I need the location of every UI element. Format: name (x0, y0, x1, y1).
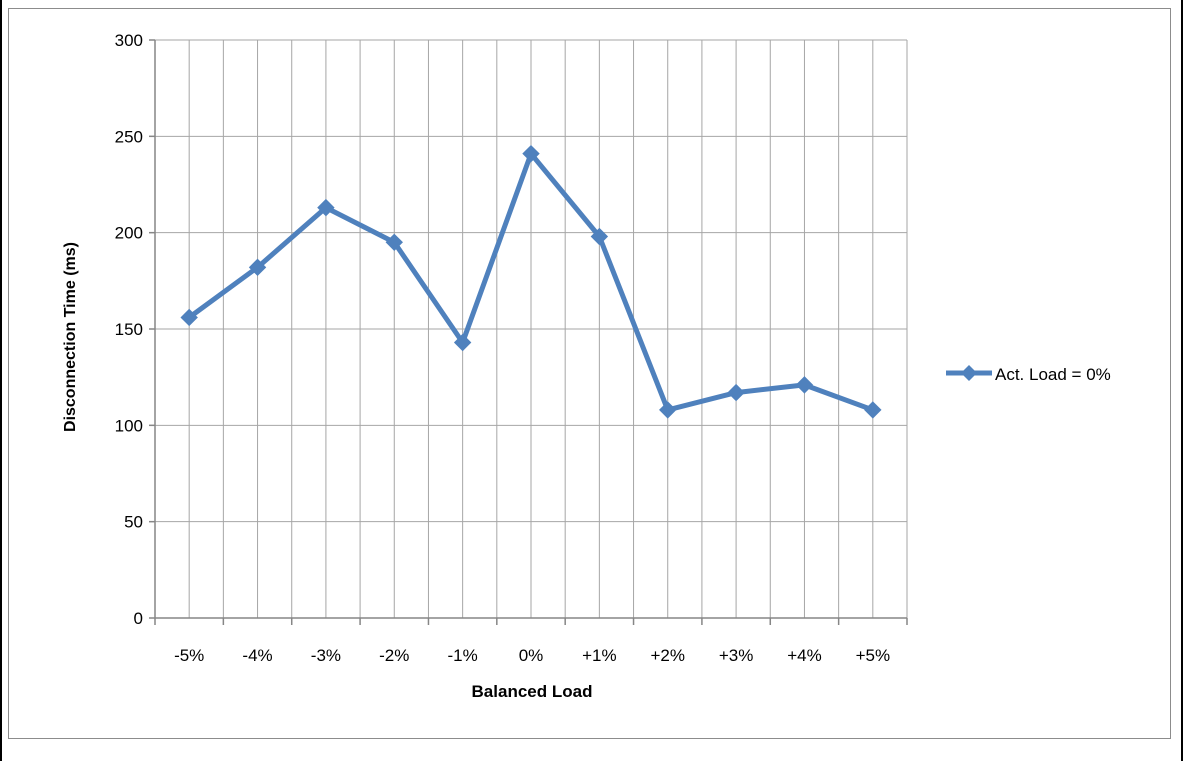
x-tick-label: -3% (311, 646, 341, 665)
outer-frame-left-edge (0, 0, 2, 761)
y-tick-label: 0 (134, 609, 143, 628)
data-point-marker (385, 233, 403, 252)
y-tick-label: 300 (115, 31, 143, 50)
x-tick-labels: -5% -4% -3% -2% -1% 0% +1% +2% +3% +4% +5% (174, 646, 890, 665)
y-tick-label: 50 (124, 513, 143, 532)
x-axis-label: Balanced Load (472, 682, 593, 701)
data-point-marker (248, 258, 267, 277)
x-tick-label: +3% (719, 646, 754, 665)
axes (149, 39, 908, 625)
y-tick-label: 200 (115, 224, 143, 243)
legend-entry-label: Act. Load = 0% (995, 365, 1111, 384)
y-tick-label: 150 (115, 320, 143, 339)
gridlines (154, 39, 908, 619)
data-point-marker (453, 333, 472, 352)
x-tick-label: +1% (582, 646, 617, 665)
x-tick-label: -2% (379, 646, 409, 665)
y-axis-label: Disconnection Time (ms) (62, 242, 79, 432)
legend-diamond-marker (961, 365, 977, 381)
legend: Act. Load = 0% (946, 365, 1111, 384)
outer-frame-right-edge (1181, 0, 1183, 761)
y-tick-labels: 0 50 100 150 200 250 300 (115, 31, 143, 628)
x-tick-label: +4% (787, 646, 822, 665)
data-point-marker (590, 227, 609, 246)
data-point-marker (522, 144, 540, 163)
data-point-marker (795, 376, 814, 394)
y-tick-label: 100 (115, 416, 143, 435)
data-point-marker (180, 308, 198, 327)
x-tick-label: -4% (242, 646, 272, 665)
x-tick-label: +2% (650, 646, 685, 665)
data-point-marker (659, 401, 677, 419)
data-point-marker (864, 401, 882, 419)
x-tick-label: -5% (174, 646, 204, 665)
data-series (180, 144, 882, 419)
x-tick-label: -1% (448, 646, 478, 665)
data-point-marker (727, 383, 745, 402)
y-tick-label: 250 (115, 127, 143, 146)
x-tick-label: 0% (519, 646, 544, 665)
data-point-marker (317, 198, 335, 217)
x-tick-label: +5% (856, 646, 891, 665)
